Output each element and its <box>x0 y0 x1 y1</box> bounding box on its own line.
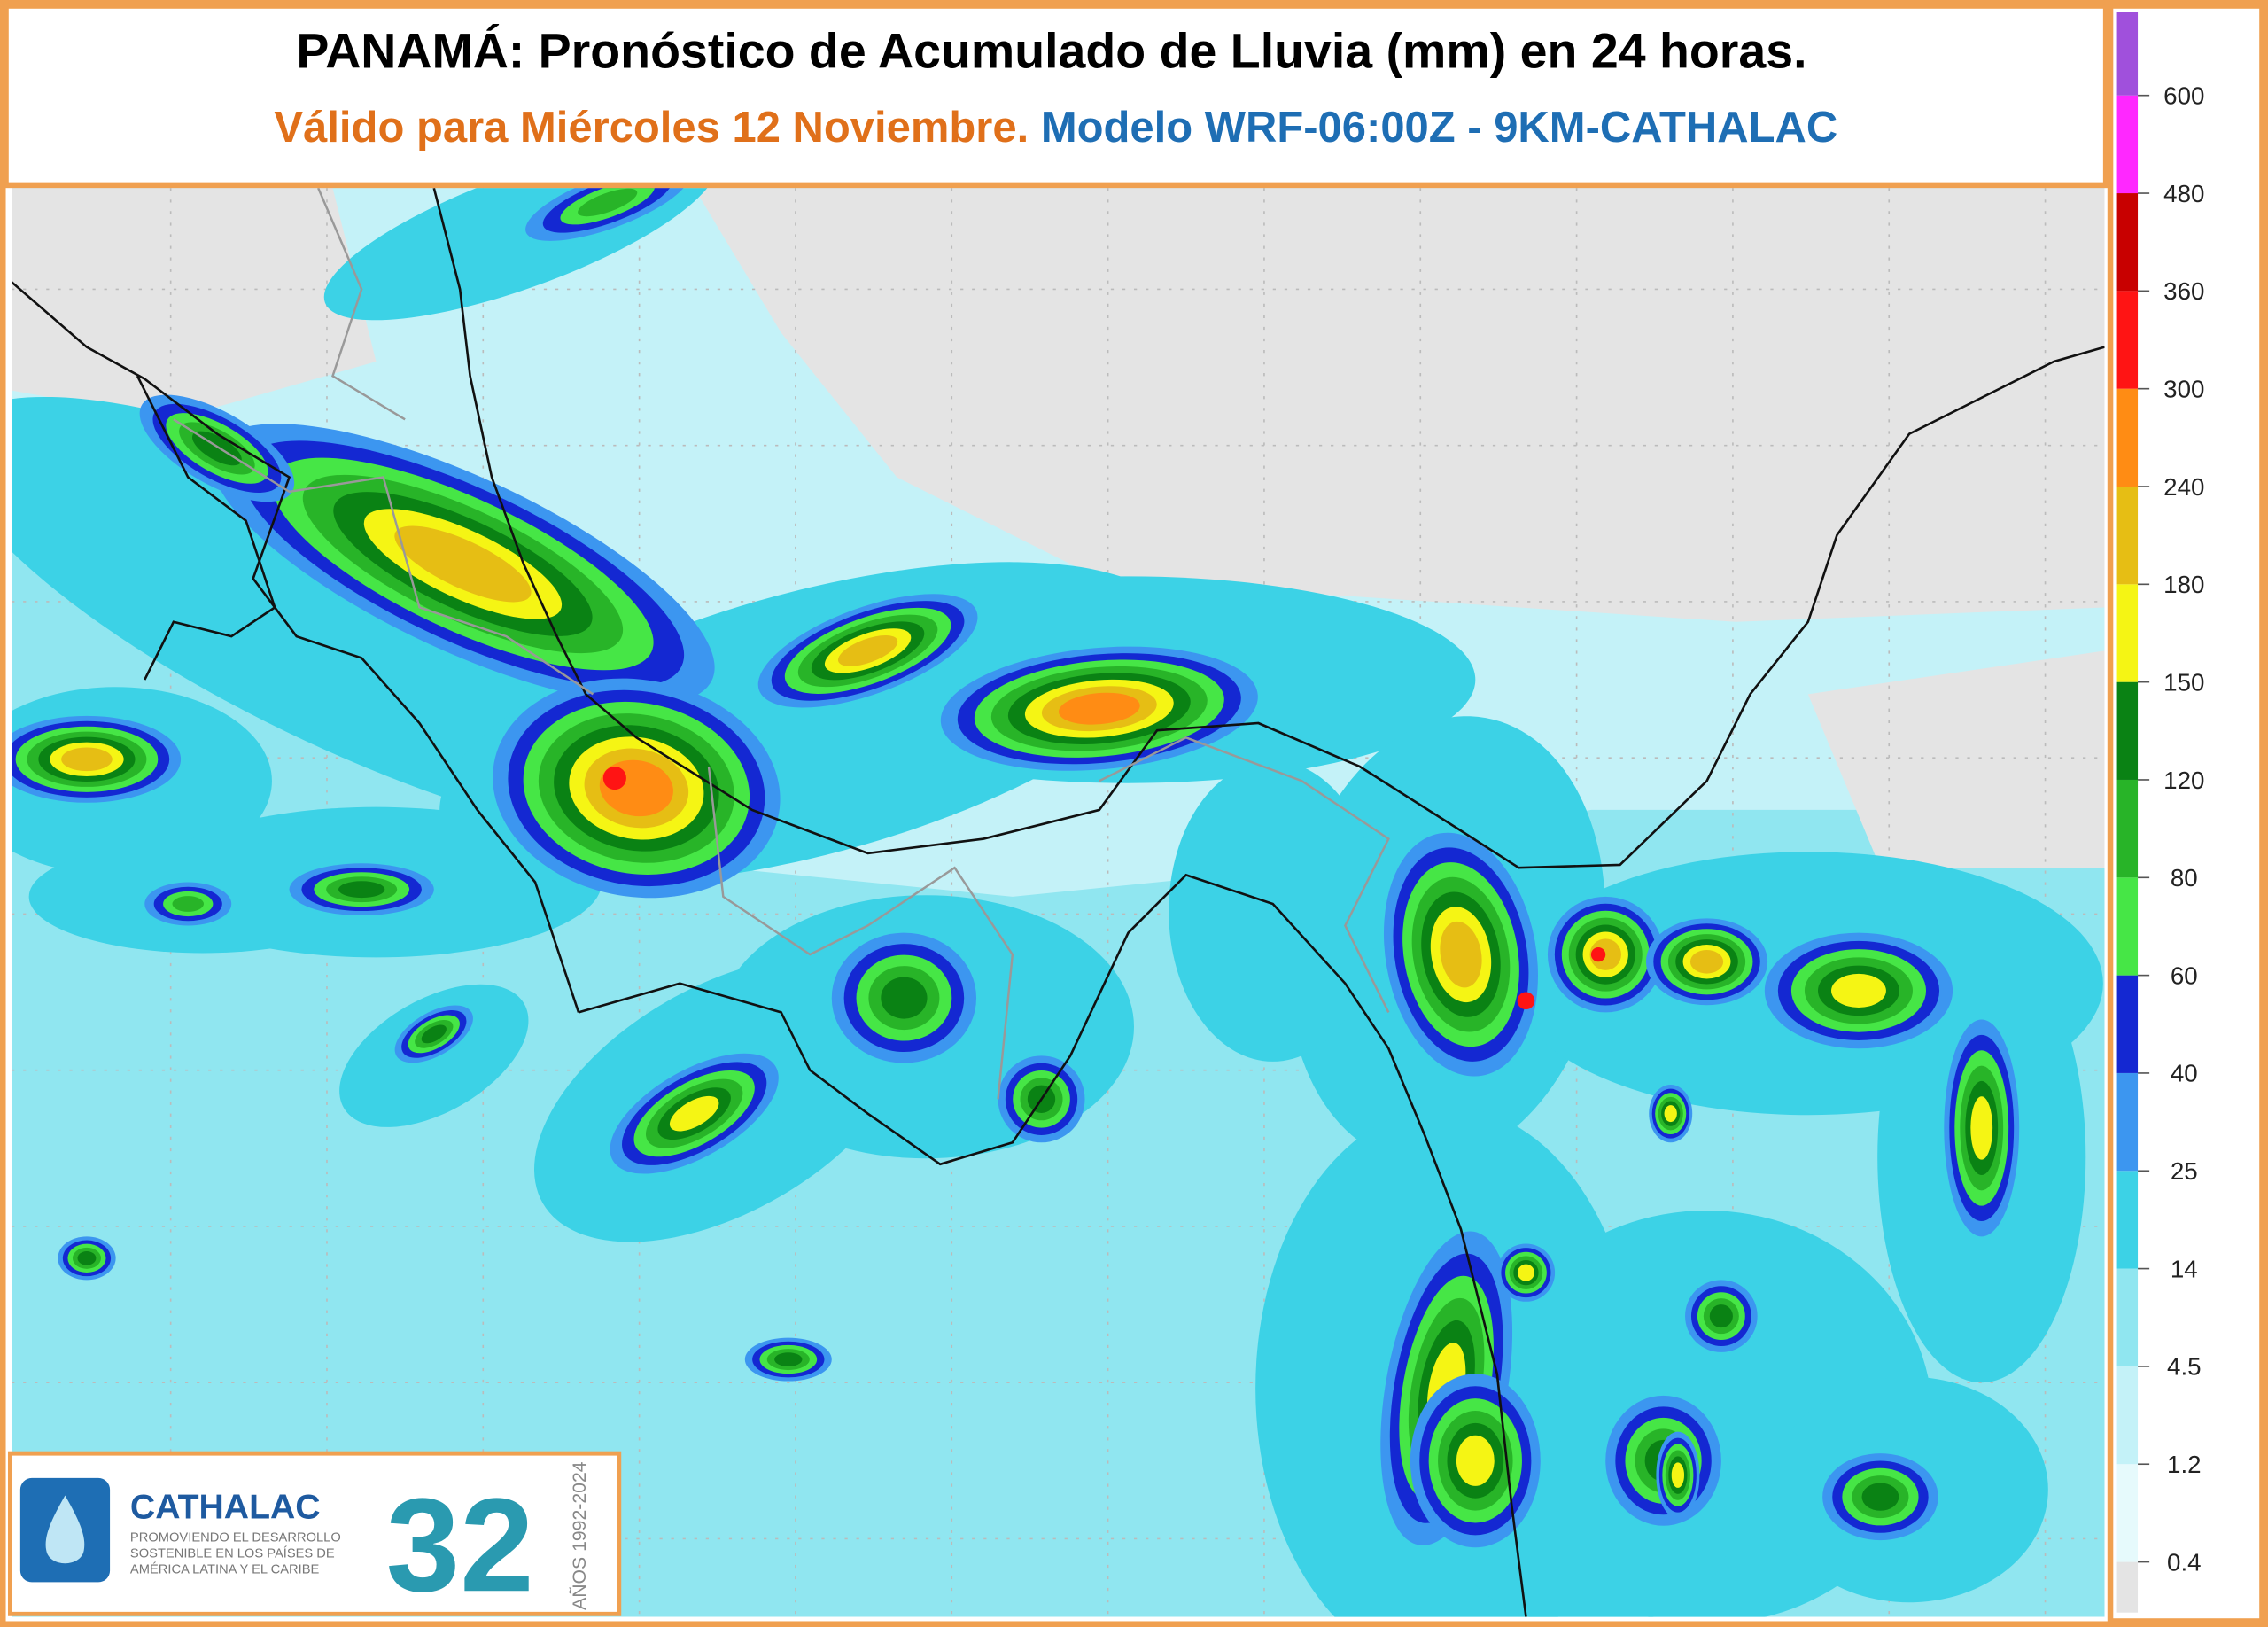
rain-cluster <box>881 977 928 1019</box>
title: PANAMÁ: Pronóstico de Acumulado de Lluvi… <box>296 24 1806 79</box>
borders <box>173 188 1390 1100</box>
dry-zone <box>12 188 377 420</box>
rain-band <box>323 188 718 321</box>
rain-cluster <box>774 1352 803 1366</box>
rain-cluster <box>1689 949 1724 974</box>
colorbar-band <box>2116 487 2139 585</box>
rain-cluster <box>421 1024 447 1044</box>
colorbar-band <box>2116 95 2139 194</box>
colorbar-label: 0.4 <box>2167 1548 2202 1576</box>
rain-cluster <box>1517 1264 1534 1281</box>
colorbar: 0.4 1.2 4.5 14 25 40 60 80 120 150 180 240 300 360 480… <box>2116 12 2204 1613</box>
logo-tagline: SOSTENIBLE EN LOS PAÍSES DE <box>130 1546 335 1561</box>
dry-zone <box>1807 650 2105 868</box>
colorbar-label: 80 <box>2171 864 2198 891</box>
colorbar-band <box>2116 1366 2139 1465</box>
colorbar-label: 120 <box>2163 767 2204 794</box>
coastlines <box>12 188 2105 1617</box>
rain-cluster <box>1861 1483 1899 1511</box>
logo-years: AÑOS 1992-2024 <box>568 1461 590 1610</box>
rain-peak <box>1517 992 1535 1010</box>
colorbar-band <box>2116 681 2139 780</box>
colorbar-band <box>2116 1464 2139 1562</box>
rain-cluster <box>61 747 113 772</box>
colorbar-band <box>2116 12 2139 96</box>
rain-cluster <box>837 634 898 666</box>
colorbar-band <box>2116 1268 2139 1366</box>
logo-tagline: PROMOVIENDO EL DESARROLLO <box>130 1531 341 1545</box>
rain-cluster <box>578 188 638 217</box>
logo: CATHALAC PROMOVIENDO EL DESARROLLO SOSTE… <box>7 1451 622 1619</box>
colorbar-band <box>2116 975 2139 1073</box>
colorbar-label: 40 <box>2171 1060 2198 1087</box>
rain-cluster <box>172 896 204 912</box>
rain-peak <box>602 766 626 790</box>
colorbar-label: 150 <box>2163 668 2204 696</box>
logo-drop <box>45 1495 85 1564</box>
colorbar-band <box>2116 877 2139 976</box>
rain-map <box>12 188 2105 1617</box>
valid-date: Válido para Miércoles 12 Noviembre. <box>274 104 1029 152</box>
rain-cluster <box>394 525 532 603</box>
rain-cluster <box>1709 1304 1733 1328</box>
logo-name: CATHALAC <box>130 1489 321 1527</box>
colorbar-band <box>2116 193 2139 292</box>
colorbar-band <box>2116 1171 2139 1269</box>
dry-zone <box>694 188 2105 622</box>
colorbar-band <box>2116 1072 2139 1172</box>
rain-cluster <box>1664 1105 1677 1123</box>
colorbar-label: 4.5 <box>2167 1353 2202 1381</box>
rain-cluster <box>1440 921 1482 988</box>
colorbar-label: 14 <box>2171 1255 2198 1282</box>
model-info: Modelo WRF-06:00Z - 9KM-CATHALAC <box>1041 104 1837 152</box>
rain-cluster <box>1456 1435 1495 1486</box>
logo-number: 32 <box>386 1470 534 1619</box>
colorbar-band <box>2116 779 2139 878</box>
colorbar-label: 600 <box>2163 82 2204 110</box>
rain-band <box>1169 760 1378 1062</box>
rain-cluster <box>338 881 385 899</box>
rain-cluster <box>77 1251 97 1265</box>
rain-cluster <box>1058 692 1140 725</box>
rain-cluster <box>669 1095 719 1132</box>
colorbar-band <box>2116 584 2139 682</box>
colorbar-label: 300 <box>2163 375 2204 402</box>
rain-cluster <box>1970 1096 1993 1160</box>
colorbar-label: 25 <box>2171 1157 2198 1185</box>
logo-tagline: AMÉRICA LATINA Y EL CARIBE <box>130 1562 320 1577</box>
colorbar-label: 360 <box>2163 277 2204 305</box>
colorbar-band <box>2116 388 2139 487</box>
colorbar-band <box>2116 1561 2139 1613</box>
header-box <box>3 3 2109 189</box>
subtitle: Válido para Miércoles 12 Noviembre. Mode… <box>274 104 1837 152</box>
colorbar-label: 1.2 <box>2167 1451 2202 1478</box>
colorbar-label: 240 <box>2163 473 2204 501</box>
rain-peak <box>1590 946 1606 962</box>
colorbar-band <box>2116 291 2139 389</box>
colorbar-label: 180 <box>2163 571 2204 598</box>
colorbar-label: 60 <box>2171 961 2198 989</box>
logo-box <box>7 1451 622 1616</box>
rain-cluster <box>1831 973 1886 1008</box>
colorbar-label: 480 <box>2163 180 2204 207</box>
rain-cluster <box>1671 1462 1685 1488</box>
